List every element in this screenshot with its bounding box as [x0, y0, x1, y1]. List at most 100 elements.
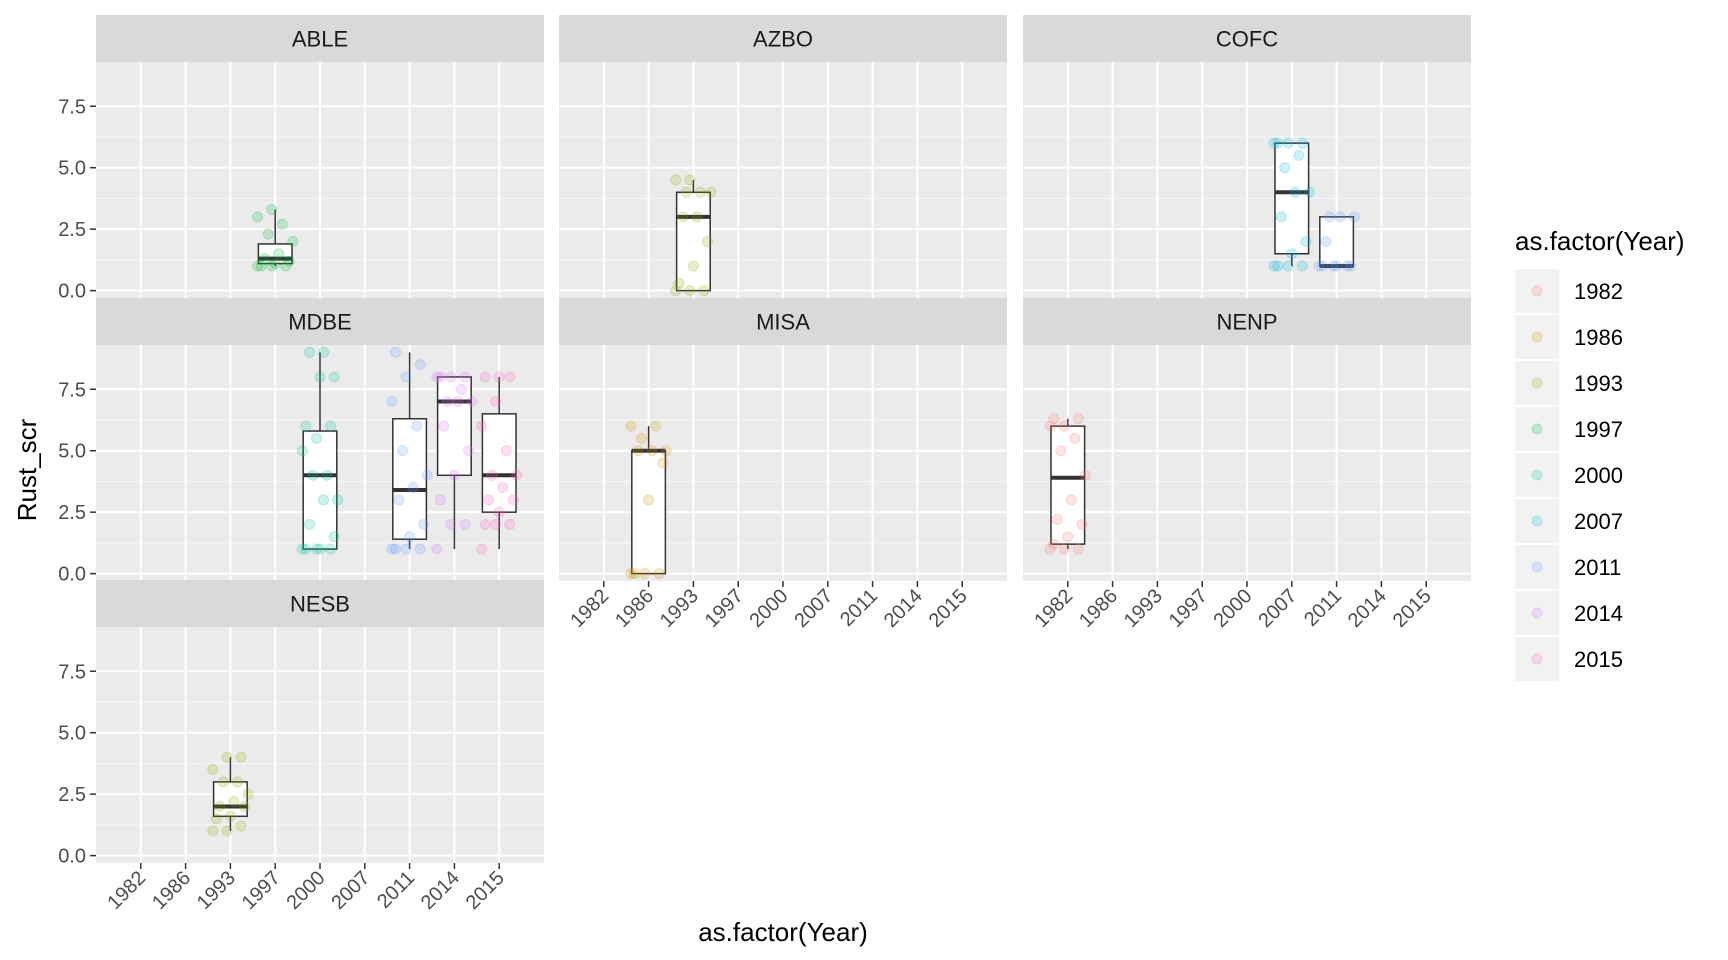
panels-layer: ABLE 0.0 2.5 5.0 7.5 AZBO COFC MDBE 0.0 2.5 5.0 7.5… [58, 15, 1471, 914]
data-point [455, 383, 467, 395]
legend: as.factor(Year) 1982 1986 1993 1997 2000 2007… [1515, 226, 1685, 681]
x-tick-label: 2015 [462, 867, 509, 914]
data-point [269, 258, 281, 270]
data-point [1076, 518, 1088, 530]
legend-entry-1982: 1982 [1515, 269, 1623, 313]
legend-entry-2014: 2014 [1515, 591, 1623, 635]
legend-key [1515, 269, 1559, 313]
data-point [1268, 137, 1280, 149]
data-point [687, 260, 699, 272]
x-tick-label: 1982 [103, 867, 150, 914]
data-point [466, 396, 478, 408]
data-point [1044, 420, 1056, 432]
x-tick-label: 2007 [1254, 585, 1301, 632]
data-point [303, 346, 315, 358]
data-point [210, 813, 222, 825]
x-tick-label: 2000 [746, 585, 793, 632]
data-point [1348, 211, 1360, 223]
data-point [500, 445, 512, 457]
legend-key [1515, 315, 1559, 359]
box-2007 [1274, 142, 1310, 255]
legend-entry-1986: 1986 [1515, 315, 1623, 359]
y-tick-label: 2.5 [58, 502, 86, 524]
y-tick-label: 2.5 [58, 784, 86, 806]
data-point [1341, 260, 1353, 272]
legend-key [1515, 545, 1559, 589]
data-point [670, 285, 682, 297]
data-point [445, 518, 457, 530]
data-point [259, 253, 271, 265]
legend-label: 2000 [1574, 463, 1623, 488]
data-point [452, 396, 464, 408]
legend-key [1515, 591, 1559, 635]
data-point [479, 371, 491, 383]
data-point [386, 543, 398, 555]
data-point [434, 494, 446, 506]
data-point [493, 371, 505, 383]
facet-strip-label: ABLE [292, 27, 348, 52]
box-2011 [392, 418, 428, 540]
data-point [1296, 137, 1308, 149]
legend-key [1515, 407, 1559, 451]
data-point [628, 568, 640, 580]
data-point [1279, 162, 1291, 174]
legend-key-point [1531, 515, 1543, 527]
data-point [636, 432, 648, 444]
data-point [318, 346, 330, 358]
data-point [1327, 260, 1339, 272]
legend-title: as.factor(Year) [1515, 226, 1685, 256]
facet-strip [1023, 298, 1471, 345]
facet-strip [559, 298, 1007, 345]
data-point [276, 218, 288, 230]
data-point [207, 764, 219, 776]
data-point [411, 420, 423, 432]
data-point [1268, 260, 1280, 272]
x-tick-label: 2014 [880, 585, 927, 632]
data-point [1296, 260, 1308, 272]
data-point [650, 420, 662, 432]
data-point [1062, 531, 1074, 543]
data-point [1320, 235, 1332, 247]
facet-strip-label: COFC [1216, 27, 1278, 52]
legend-key-point [1531, 607, 1543, 619]
data-point [303, 518, 315, 530]
data-point [1345, 260, 1357, 272]
data-point [660, 445, 672, 457]
data-point [266, 204, 278, 215]
data-point [318, 494, 330, 506]
data-point [310, 432, 322, 444]
facet-strip-label: AZBO [753, 27, 813, 52]
data-point [300, 543, 312, 555]
data-point [490, 396, 502, 408]
data-point [404, 531, 416, 543]
x-tick-label: 2014 [417, 867, 464, 914]
data-point [252, 211, 264, 223]
data-point [307, 469, 319, 481]
data-point [1048, 538, 1060, 550]
data-point [328, 531, 340, 543]
legend-label: 2007 [1574, 509, 1623, 534]
legend-key [1515, 637, 1559, 681]
data-point [632, 445, 644, 457]
data-point [266, 260, 278, 272]
data-point [221, 825, 233, 837]
x-tick-label: 1997 [701, 585, 748, 632]
x-tick-label: 2007 [790, 585, 837, 632]
x-axis-title: as.factor(Year) [698, 917, 868, 947]
legend-key-point [1531, 561, 1543, 573]
facet-strip-label: MDBE [288, 310, 352, 335]
data-point [463, 445, 475, 457]
data-point [1065, 494, 1077, 506]
data-point [228, 796, 240, 808]
data-point [504, 371, 516, 383]
data-point [325, 543, 337, 555]
data-point [680, 186, 692, 198]
legend-label: 2015 [1574, 647, 1623, 672]
data-point [221, 751, 233, 763]
facet-strip [96, 298, 544, 345]
data-point [1300, 235, 1312, 247]
data-point [1072, 543, 1084, 555]
legend-entry-2015: 2015 [1515, 637, 1623, 681]
